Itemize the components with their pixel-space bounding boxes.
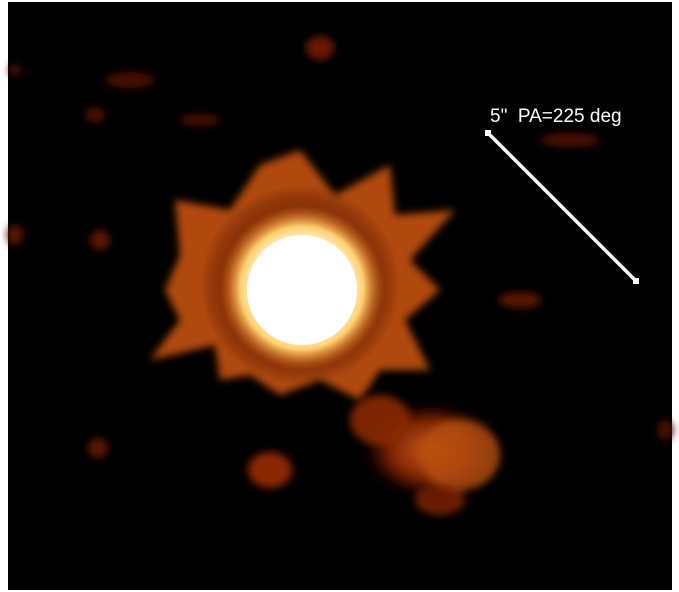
image: 5" PA=225 deg — [0, 0, 679, 592]
page: 5" PA=225 deg (() => { const data = JSON… — [0, 0, 679, 592]
annotation: 5" PA=225 deg — [490, 106, 622, 127]
